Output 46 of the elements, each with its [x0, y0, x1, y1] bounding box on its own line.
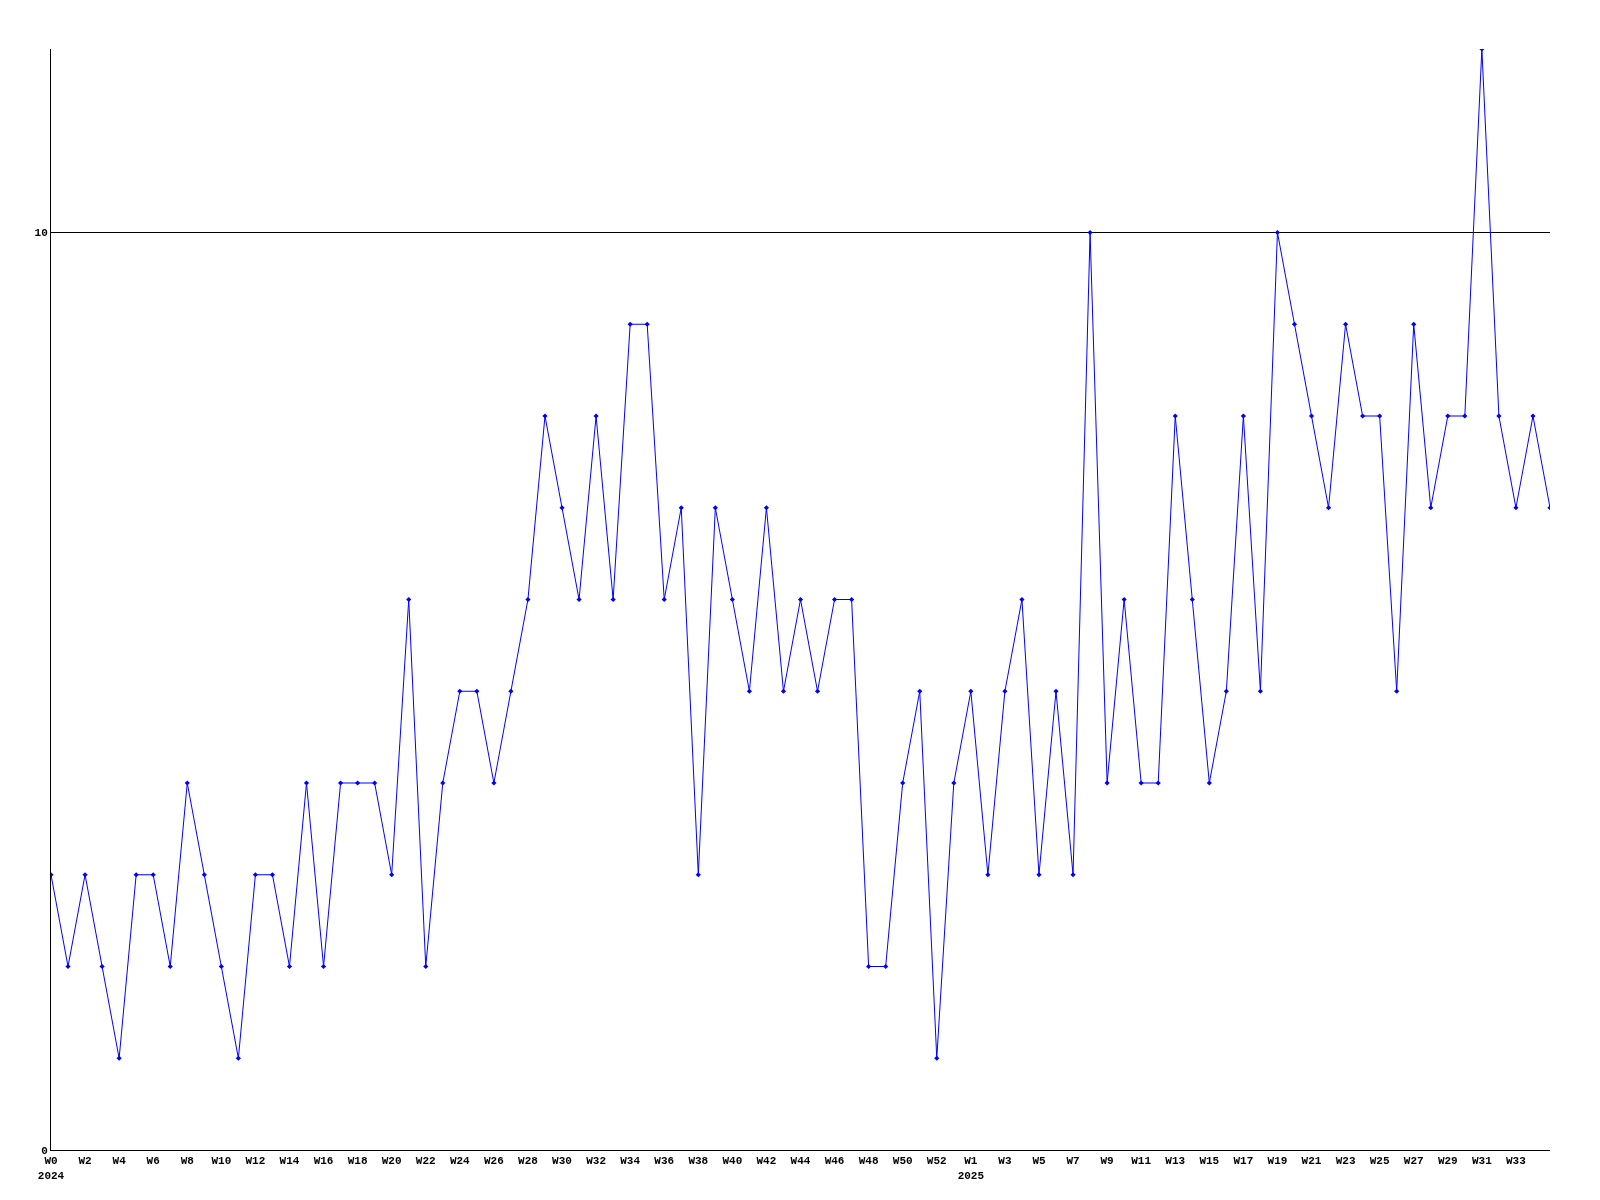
- x-tick-label: W10: [211, 1155, 232, 1168]
- x-tick-label: W36: [654, 1155, 675, 1168]
- x-tick-label: W0 2024: [37, 1155, 65, 1182]
- x-tick-label: W46: [824, 1155, 845, 1168]
- x-tick-label: W24: [449, 1155, 471, 1168]
- x-tick-label: W31: [1471, 1155, 1493, 1168]
- y-tick-label: 0: [41, 1144, 48, 1157]
- x-tick-label: W40: [722, 1155, 743, 1168]
- x-tick-label: W34: [620, 1155, 641, 1168]
- x-tick-label: W18: [347, 1155, 368, 1168]
- x-tick-label: W26: [483, 1155, 504, 1168]
- x-tick-label: W48: [858, 1155, 879, 1168]
- x-tick-label: W15: [1199, 1155, 1220, 1168]
- x-tick-label: W20: [381, 1155, 402, 1168]
- x-tick-label: W6: [146, 1155, 160, 1168]
- x-tick-label: W19: [1267, 1155, 1288, 1168]
- x-tick-label: W16: [313, 1155, 334, 1168]
- x-tick-label: W27: [1403, 1155, 1424, 1168]
- x-tick-label: W22: [415, 1155, 436, 1168]
- x-tick-label: W14: [279, 1155, 300, 1168]
- x-tick-label: W4: [112, 1155, 127, 1168]
- x-tick-label: W9: [1100, 1155, 1114, 1168]
- x-tick-label: W7: [1066, 1155, 1080, 1168]
- x-tick-label: W42: [756, 1155, 777, 1168]
- x-tick-label: W12: [245, 1155, 266, 1168]
- x-tick-label: W30: [552, 1155, 572, 1168]
- x-tick-label: W13: [1165, 1155, 1186, 1168]
- x-tick-label: W3: [998, 1155, 1012, 1168]
- x-tick-label: W23: [1335, 1155, 1356, 1168]
- x-tick-label: W32: [586, 1155, 606, 1168]
- x-tick-label: W44: [790, 1155, 811, 1168]
- x-tick-label: W1 2025: [957, 1155, 985, 1182]
- x-tick-label: W8: [180, 1155, 195, 1168]
- x-tick-label: W2: [78, 1155, 92, 1168]
- x-tick-label: W17: [1233, 1155, 1254, 1168]
- y-tick-label: 10: [34, 227, 48, 240]
- x-tick-label: W28: [518, 1155, 539, 1168]
- x-tick-label: W11: [1131, 1155, 1152, 1168]
- x-tick-label: W21: [1301, 1155, 1322, 1168]
- x-tick-label: W50: [892, 1155, 913, 1168]
- x-tick-label: W5: [1032, 1155, 1046, 1168]
- x-tick-label: W29: [1437, 1155, 1458, 1168]
- x-tick-label: W38: [688, 1155, 709, 1168]
- x-tick-label: W33: [1506, 1155, 1527, 1168]
- x-tick-label: W25: [1369, 1155, 1390, 1168]
- x-tick-label: W52: [926, 1155, 947, 1168]
